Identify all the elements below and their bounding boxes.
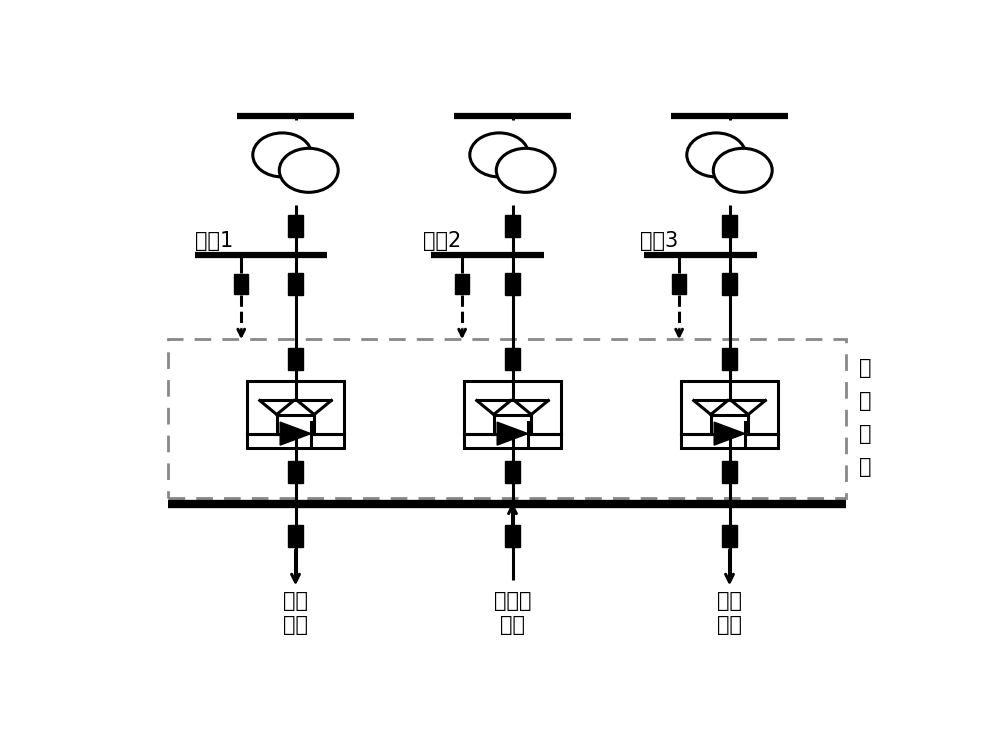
Bar <box>722 462 737 484</box>
Bar <box>247 381 344 447</box>
Bar <box>505 348 520 371</box>
Circle shape <box>496 148 555 193</box>
Bar <box>505 462 520 484</box>
Bar <box>505 273 520 296</box>
Bar <box>722 215 737 238</box>
Text: 直流功
率源: 直流功 率源 <box>494 591 531 635</box>
Bar <box>672 274 686 294</box>
Bar <box>722 273 737 296</box>
Circle shape <box>713 148 772 193</box>
Bar <box>288 273 303 296</box>
Text: 集
中
布
置: 集 中 布 置 <box>859 358 871 477</box>
Text: 直流
负载: 直流 负载 <box>717 591 742 635</box>
Bar <box>288 525 303 547</box>
Bar <box>455 274 469 294</box>
Bar <box>234 274 248 294</box>
Text: 台区3: 台区3 <box>640 231 679 250</box>
Bar <box>681 381 778 447</box>
Circle shape <box>279 148 338 193</box>
Bar <box>505 525 520 547</box>
Bar <box>505 215 520 238</box>
Bar <box>722 348 737 371</box>
Text: 台区2: 台区2 <box>423 231 462 250</box>
Text: 直流
负载: 直流 负载 <box>283 591 308 635</box>
Bar <box>464 381 561 447</box>
Bar <box>288 462 303 484</box>
Polygon shape <box>497 422 528 445</box>
Bar <box>288 348 303 371</box>
Polygon shape <box>714 422 745 445</box>
Bar <box>722 525 737 547</box>
Text: 台区1: 台区1 <box>195 231 233 250</box>
Bar <box>168 339 846 499</box>
Polygon shape <box>280 422 311 445</box>
Bar <box>288 215 303 238</box>
